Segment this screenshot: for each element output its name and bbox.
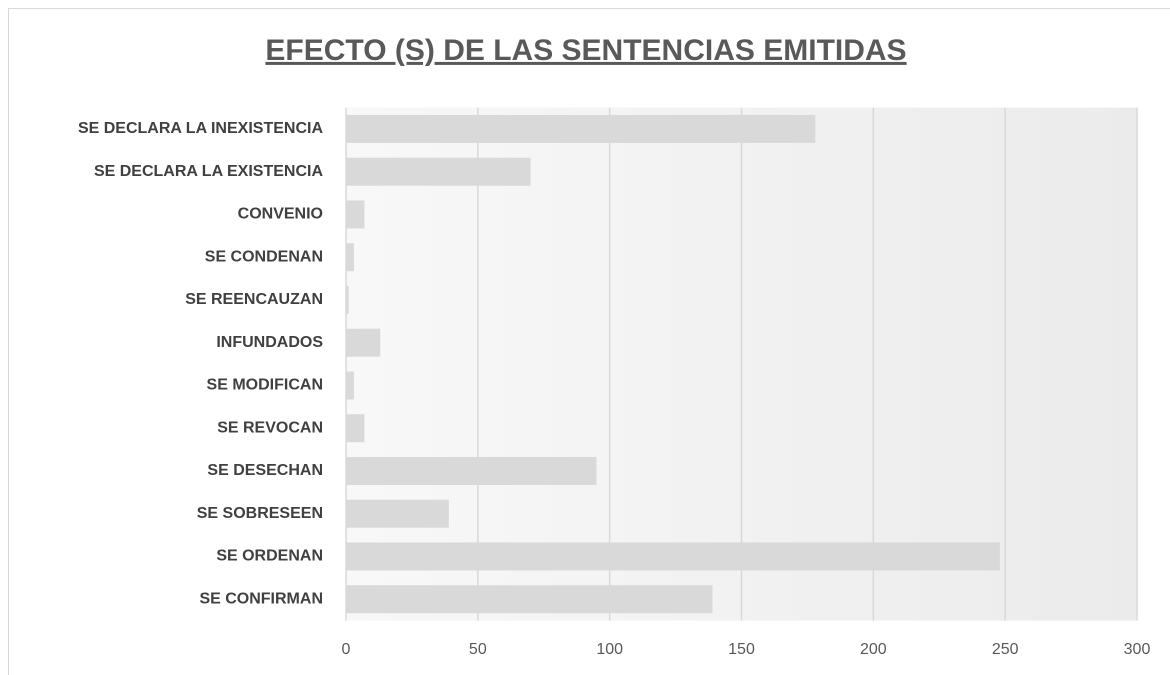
bar bbox=[346, 456, 597, 485]
bar bbox=[346, 585, 713, 614]
y-tick-label: SE ORDENAN bbox=[216, 548, 323, 565]
bar bbox=[346, 328, 381, 357]
bar bbox=[346, 200, 365, 229]
bar bbox=[346, 499, 449, 528]
y-tick-label: INFUNDADOS bbox=[216, 334, 323, 351]
bar bbox=[346, 542, 1000, 571]
chart-title: EFECTO (S) DE LAS SENTENCIAS EMITIDAS bbox=[265, 34, 906, 67]
y-tick-label: SE DESECHAN bbox=[207, 462, 323, 479]
bar bbox=[346, 285, 349, 314]
y-tick-label: SE REVOCAN bbox=[217, 419, 323, 436]
y-tick-label: SE CONFIRMAN bbox=[199, 590, 323, 607]
x-tick-label: 300 bbox=[1124, 641, 1151, 658]
y-tick-label: SE MODIFICAN bbox=[207, 377, 323, 394]
bar bbox=[346, 243, 354, 272]
bar bbox=[346, 114, 816, 143]
bar bbox=[346, 414, 365, 443]
x-tick-label: 0 bbox=[342, 641, 351, 658]
y-tick-label: CONVENIO bbox=[238, 206, 323, 223]
y-tick-label: SE REENCAUZAN bbox=[185, 291, 323, 308]
y-tick-label: SE SOBRESEEN bbox=[197, 505, 323, 522]
y-tick-label: SE DECLARA LA EXISTENCIA bbox=[94, 163, 324, 180]
x-tick-label: 100 bbox=[596, 641, 623, 658]
x-tick-label: 200 bbox=[860, 641, 887, 658]
bar bbox=[346, 371, 354, 400]
x-tick-label: 250 bbox=[992, 641, 1019, 658]
bar bbox=[346, 157, 531, 186]
y-tick-label: SE DECLARA LA INEXISTENCIA bbox=[78, 120, 324, 137]
x-tick-label: 50 bbox=[469, 641, 487, 658]
y-tick-label: SE CONDENAN bbox=[205, 248, 323, 265]
x-tick-label: 150 bbox=[728, 641, 755, 658]
